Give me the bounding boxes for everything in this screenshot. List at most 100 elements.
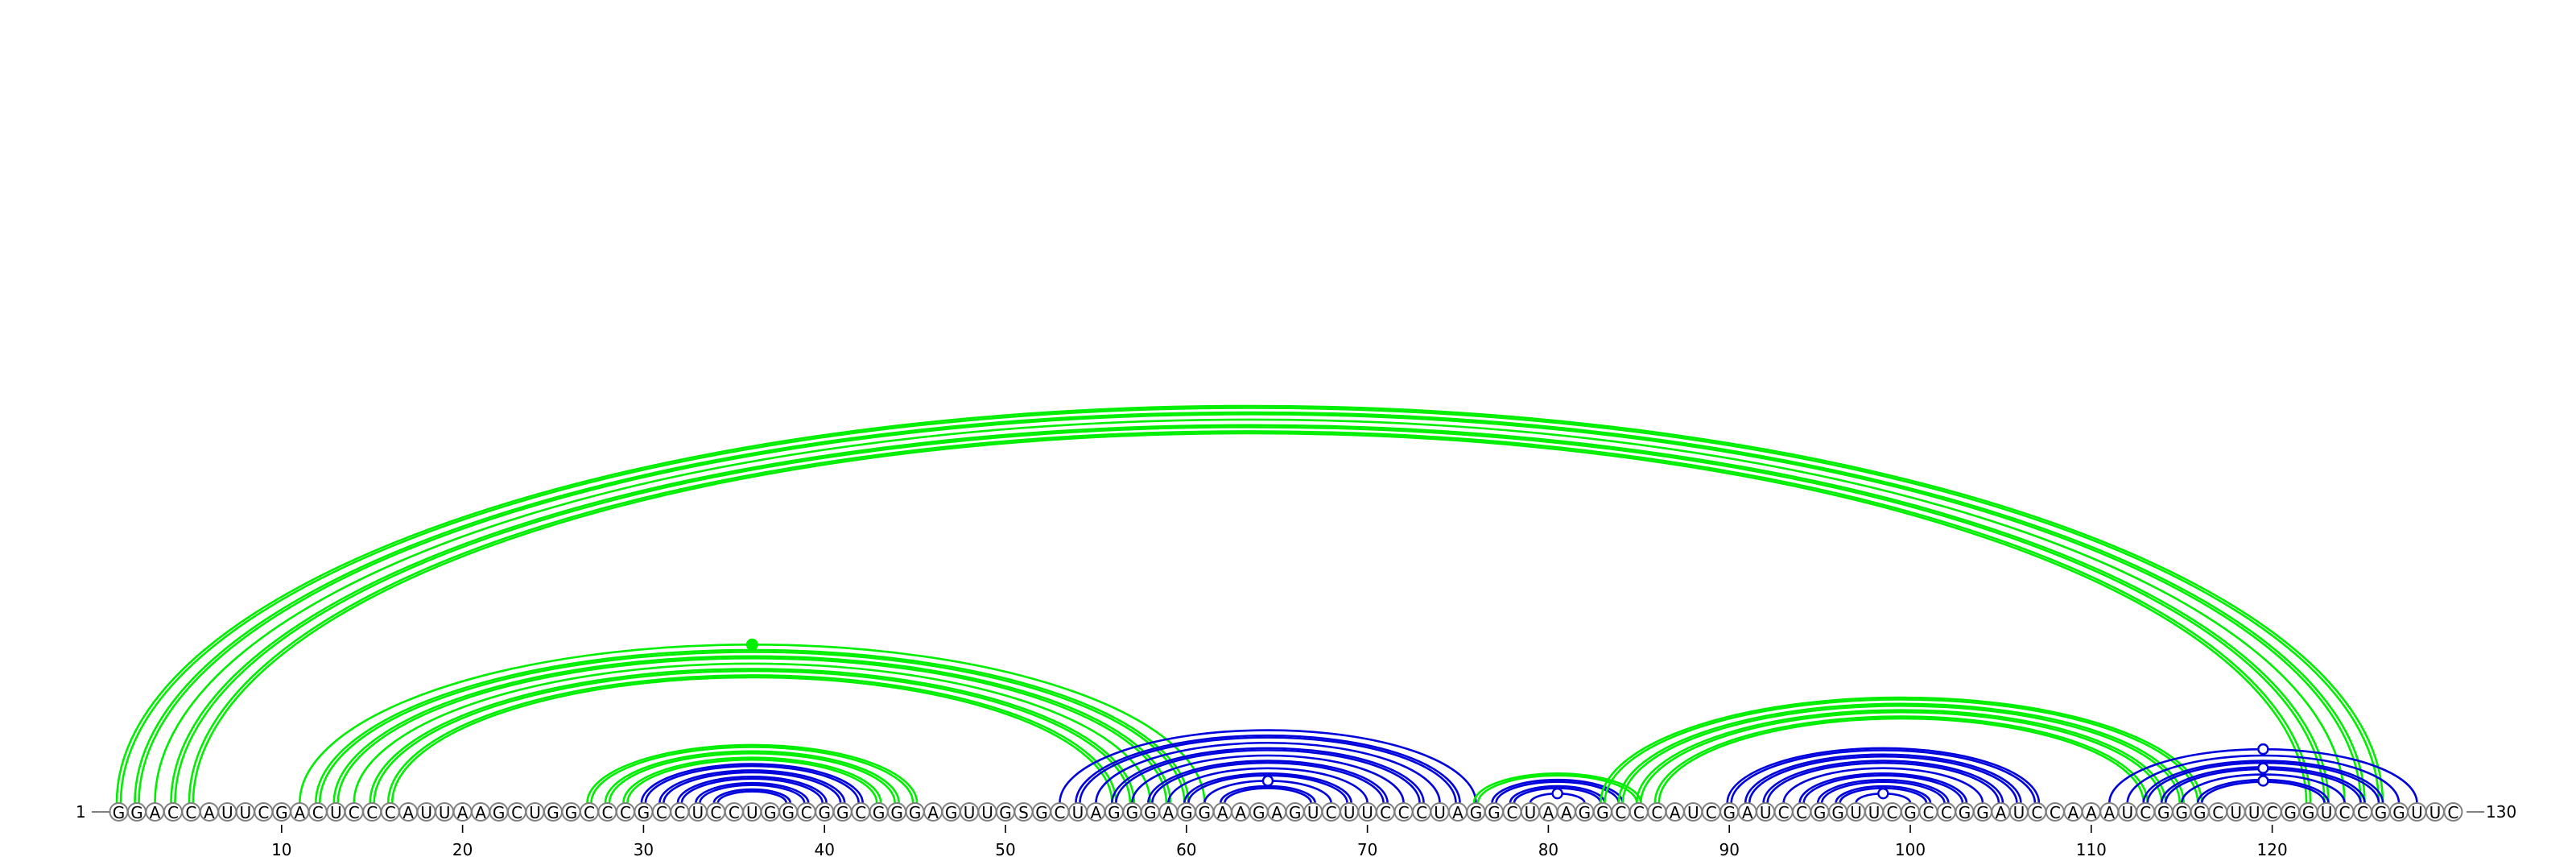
base-pair-arc <box>622 756 882 804</box>
nucleotide-letter: A <box>1996 803 2007 822</box>
arc-stroke <box>314 648 1190 804</box>
base-pair-arc <box>2180 773 2346 804</box>
base-pair-arc <box>1798 772 1968 804</box>
base-pair-arc <box>1095 741 1441 804</box>
nucleotide-letter: C <box>1651 803 1662 822</box>
nucleotide-letter: C <box>2267 803 2278 822</box>
nucleotide-letter: A <box>2103 803 2115 822</box>
position-axis: 10 20 30 40 50 60 70 80 90 100 110 120 <box>271 825 2288 857</box>
arc-stroke <box>680 777 824 804</box>
nucleotide-letter: C <box>1887 803 1898 822</box>
nucleotide-letter: C <box>1633 803 1645 822</box>
arc-stroke <box>1782 767 1984 804</box>
base-pair-arc <box>712 788 792 804</box>
base-pair-arc <box>658 769 846 804</box>
arc-stroke <box>2126 754 2401 804</box>
nucleotide-letter: C <box>584 803 595 822</box>
arc-stroke <box>1059 729 1477 804</box>
open-pair-marker <box>2257 743 2269 756</box>
nucleotide-letter: C <box>1326 803 1337 822</box>
arc-stroke <box>1621 705 2182 804</box>
nucleotide-letter: C <box>729 803 740 822</box>
arc-stroke <box>1762 760 2004 804</box>
arc-stroke <box>115 404 2384 804</box>
tick-label: 30 <box>634 840 654 857</box>
nucleotide-letter: G <box>1814 803 1827 822</box>
nucleotide-letter: U <box>2429 803 2442 822</box>
nucleotide-letter: C <box>1506 803 1517 822</box>
arc-stroke <box>2180 773 2346 804</box>
nucleotide-letter: C <box>1416 803 1427 822</box>
nucleotide-letter: G <box>2194 803 2207 822</box>
arc-stroke <box>1600 696 2203 804</box>
arc-stroke <box>1653 715 2149 804</box>
base-pair-arc <box>386 674 1117 804</box>
nucleotide-letter: C <box>710 803 721 822</box>
base-pair-arc <box>369 668 1136 804</box>
nucleotide-letter: A <box>1543 803 1554 822</box>
base-pair-arc <box>170 424 2330 804</box>
nucleotide-letter: U <box>2230 803 2242 822</box>
base-pair-arc <box>353 662 1152 804</box>
base-pair-arc <box>604 750 900 804</box>
nucleotide-letter: C <box>167 803 179 822</box>
arc-stroke <box>1640 710 2163 804</box>
arc-stroke <box>1766 761 2000 804</box>
nucleotide-130 <box>2443 802 2463 822</box>
arc-stroke <box>188 430 2312 804</box>
base-pair-arc <box>1636 709 2167 804</box>
sequence-backbone: 1 130 <box>76 802 2516 822</box>
nucleotide-letter: C <box>1380 803 1391 822</box>
nucleotide-letter: A <box>204 803 215 822</box>
nucleotide-letter: G <box>1289 803 1302 822</box>
nucleotide-letter: G <box>1723 803 1736 822</box>
nucleotide-letter: U <box>1361 803 1373 822</box>
nucleotide-letter: C <box>2031 803 2042 822</box>
arc-stroke <box>1730 749 2037 804</box>
nucleotide-letter: A <box>1235 803 1246 822</box>
nucleotide-letter: U <box>692 803 704 822</box>
nucleotide-letter: C <box>656 803 667 822</box>
base-pair-arc <box>1167 767 1368 804</box>
nucleotide-letter: C <box>620 803 631 822</box>
nucleotide-letter: C <box>801 803 812 822</box>
base-pair-arc <box>676 776 828 804</box>
nucleotide-letter: U <box>2248 803 2260 822</box>
tick-label: 50 <box>995 840 1015 857</box>
nucleotide-letter: G <box>1831 803 1844 822</box>
nucleotide-letter: U <box>1868 803 1880 822</box>
nucleotide-letter: G <box>1579 803 1591 822</box>
nucleotide-letter: U <box>420 803 432 822</box>
nucleotide-letter: C <box>601 803 613 822</box>
nucleotide-letter: G <box>1959 803 1971 822</box>
nucleotide-letter: G <box>1180 803 1193 822</box>
tick-label: 90 <box>1719 840 1739 857</box>
base-pair-arc <box>640 763 864 804</box>
nucleotide-letter: A <box>150 803 161 822</box>
arc-stroke <box>1095 741 1441 804</box>
arc-stroke <box>663 771 842 804</box>
arc-stroke <box>658 769 846 804</box>
nucleotide-letter: A <box>927 803 939 822</box>
nucleotide-letter: C <box>1923 803 1934 822</box>
arc-stroke <box>590 746 914 804</box>
nucleotide-letter: U <box>2321 803 2333 822</box>
nucleotide-letter: U <box>1525 803 1537 822</box>
nucleotide-letter: A <box>457 803 469 822</box>
nucleotide-letter: U <box>981 803 993 822</box>
nucleotide-letter: G <box>1108 803 1121 822</box>
base-pair-arc <box>1491 778 1624 804</box>
base-pair-arc <box>1816 778 1950 804</box>
nucleotide-letter: C <box>1778 803 1790 822</box>
nucleotide-letter: C <box>385 803 396 822</box>
arc-stroke <box>1617 702 2186 804</box>
arc-stroke <box>716 790 788 804</box>
nucleotide-letter: G <box>764 803 777 822</box>
filled-pair-marker <box>745 638 758 651</box>
base-pair-arc <box>1744 753 2022 804</box>
nucleotide-letter: G <box>1976 803 1989 822</box>
nucleotide-letter: G <box>890 803 903 822</box>
nucleotide-letter: C <box>349 803 360 822</box>
nucleotide-letter: C <box>1941 803 1952 822</box>
arc-stroke <box>1223 787 1312 804</box>
